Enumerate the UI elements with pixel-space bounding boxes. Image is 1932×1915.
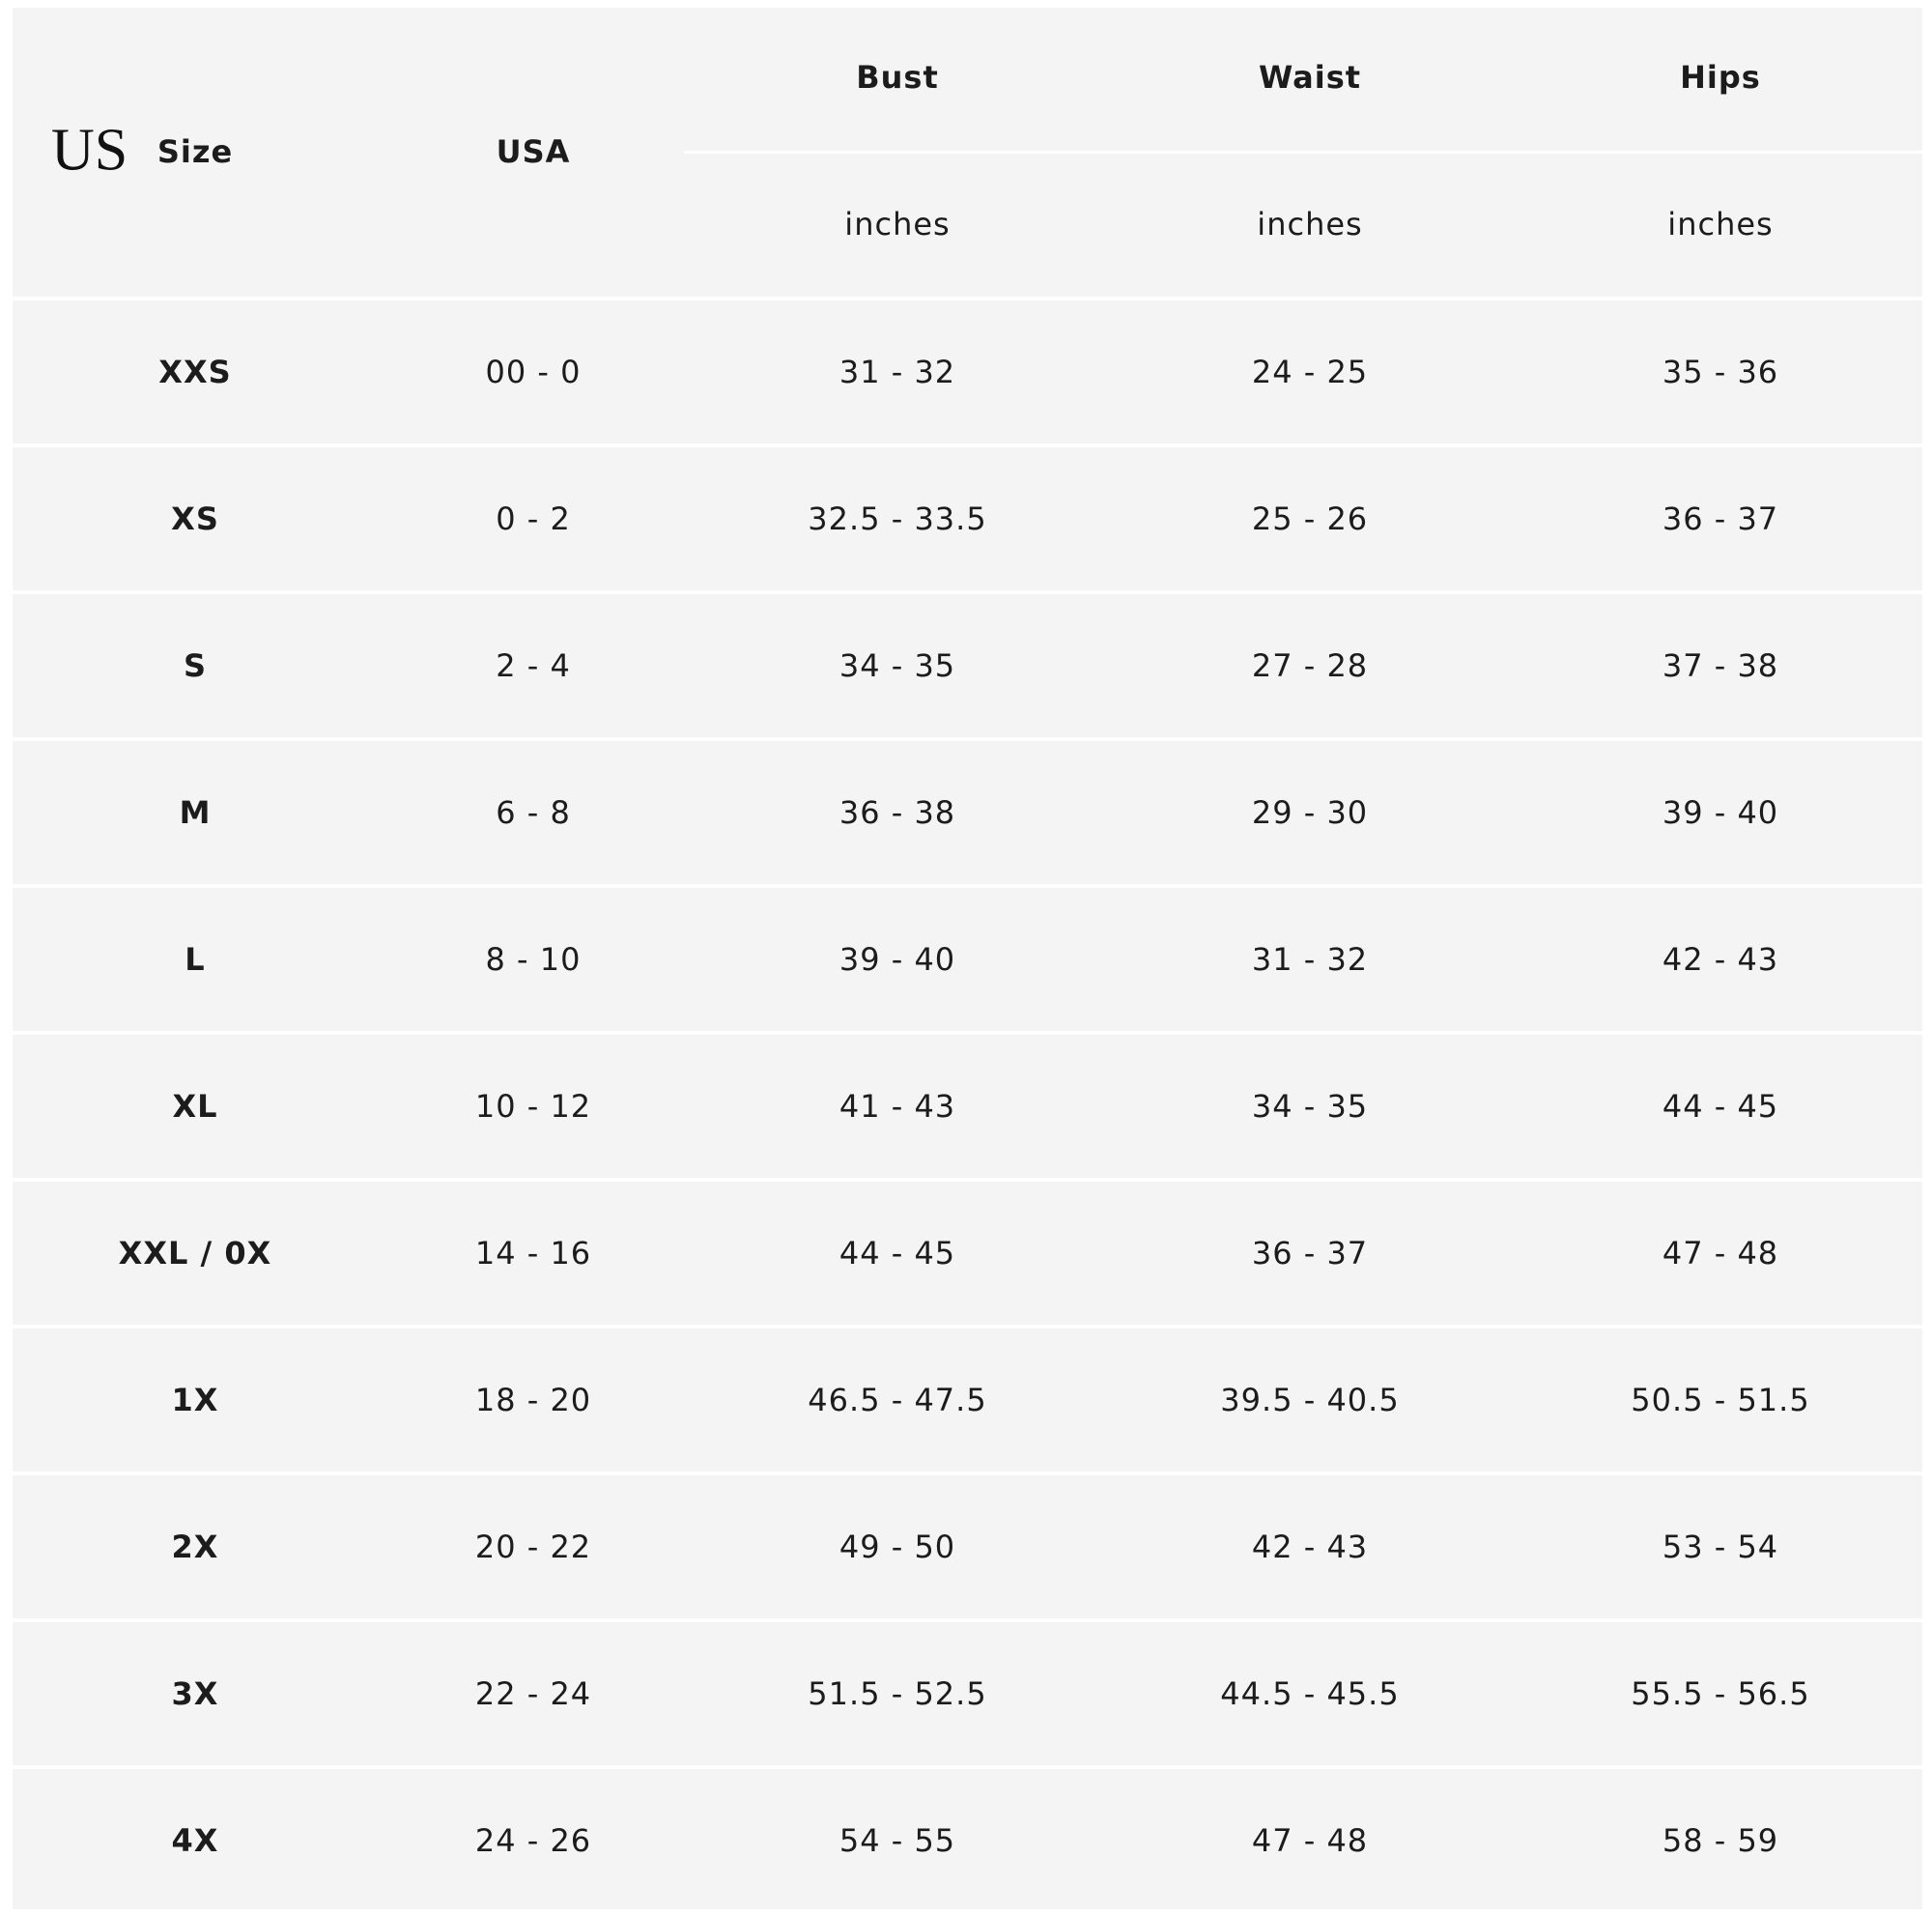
cell-size: M	[179, 794, 212, 831]
header-hips: Hips	[1680, 59, 1761, 96]
cell-waist: 24 - 25	[1251, 354, 1369, 390]
table-row: XXS 00 - 0 31 - 32 24 - 25 35 - 36	[13, 297, 1922, 443]
cell-bust: 36 - 38	[838, 794, 956, 831]
table-row: XL 10 - 12 41 - 43 34 - 35 44 - 45	[13, 1031, 1922, 1178]
table-row: 1X 18 - 20 46.5 - 47.5 39.5 - 40.5 50.5 - 51…	[13, 1325, 1922, 1472]
cell-usa: 2 - 4	[496, 647, 571, 684]
cell-hips: 53 - 54	[1662, 1529, 1779, 1565]
cell-usa: 00 - 0	[485, 354, 582, 390]
row-divider	[13, 1618, 1922, 1622]
cell-waist: 31 - 32	[1251, 941, 1369, 978]
header-waist: Waist	[1258, 59, 1362, 96]
cell-usa: 6 - 8	[496, 794, 571, 831]
cell-hips: 58 - 59	[1662, 1822, 1779, 1859]
table-row: L 8 - 10 39 - 40 31 - 32 42 - 43	[13, 884, 1922, 1031]
unit-hips: inches	[1667, 206, 1774, 243]
cell-waist: 39.5 - 40.5	[1220, 1382, 1400, 1418]
cell-bust: 41 - 43	[838, 1088, 956, 1125]
cell-waist: 27 - 28	[1251, 647, 1369, 684]
row-divider	[13, 1031, 1922, 1035]
cell-usa: 20 - 22	[474, 1529, 592, 1565]
cell-usa: 24 - 26	[474, 1822, 592, 1859]
header-bust: Bust	[856, 59, 939, 96]
row-divider	[13, 737, 1922, 741]
header-divider	[684, 151, 1922, 154]
cell-waist: 42 - 43	[1251, 1529, 1369, 1565]
cell-size: 2X	[171, 1529, 219, 1565]
table-row: XS 0 - 2 32.5 - 33.5 25 - 26 36 - 37	[13, 443, 1922, 590]
cell-usa: 18 - 20	[474, 1382, 592, 1418]
row-divider	[13, 1472, 1922, 1475]
row-divider	[13, 1325, 1922, 1329]
table-row: 2X 20 - 22 49 - 50 42 - 43 53 - 54	[13, 1472, 1922, 1618]
unit-waist: inches	[1257, 206, 1363, 243]
table-row: 3X 22 - 24 51.5 - 52.5 44.5 - 45.5 55.5 - 56…	[13, 1618, 1922, 1765]
cell-size: S	[183, 647, 208, 684]
row-divider	[13, 884, 1922, 888]
cell-hips: 37 - 38	[1662, 647, 1779, 684]
cell-size: L	[185, 941, 206, 978]
header-size: Size	[156, 133, 234, 170]
cell-size: XL	[172, 1088, 218, 1125]
cell-hips: 55.5 - 56.5	[1631, 1675, 1810, 1712]
cell-usa: 10 - 12	[474, 1088, 592, 1125]
size-chart-table: US Size USA Bust Waist Hips inches inche…	[13, 8, 1922, 1909]
row-divider	[13, 297, 1922, 300]
cell-bust: 51.5 - 52.5	[808, 1675, 987, 1712]
cell-usa: 22 - 24	[474, 1675, 592, 1712]
cell-waist: 25 - 26	[1251, 500, 1369, 537]
cell-usa: 8 - 10	[485, 941, 582, 978]
cell-waist: 36 - 37	[1251, 1235, 1369, 1272]
cell-size: 3X	[171, 1675, 219, 1712]
cell-waist: 47 - 48	[1251, 1822, 1369, 1859]
cell-bust: 44 - 45	[838, 1235, 956, 1272]
unit-bust: inches	[844, 206, 951, 243]
cell-hips: 39 - 40	[1662, 794, 1779, 831]
cell-size: XXS	[158, 354, 232, 390]
table-row: S 2 - 4 34 - 35 27 - 28 37 - 38	[13, 590, 1922, 737]
cell-waist: 34 - 35	[1251, 1088, 1369, 1125]
cell-hips: 47 - 48	[1662, 1235, 1779, 1272]
cell-bust: 39 - 40	[838, 941, 956, 978]
cell-hips: 35 - 36	[1662, 354, 1779, 390]
cell-bust: 34 - 35	[838, 647, 956, 684]
cell-bust: 46.5 - 47.5	[808, 1382, 987, 1418]
table-row: M 6 - 8 36 - 38 29 - 30 39 - 40	[13, 737, 1922, 884]
cell-waist: 29 - 30	[1251, 794, 1369, 831]
header-usa: USA	[496, 133, 571, 170]
cell-bust: 31 - 32	[838, 354, 956, 390]
cell-usa: 0 - 2	[496, 500, 571, 537]
row-divider	[13, 1178, 1922, 1182]
table-row: XXL / 0X 14 - 16 44 - 45 36 - 37 47 - 48	[13, 1178, 1922, 1325]
cell-bust: 32.5 - 33.5	[808, 500, 987, 537]
cell-size: 4X	[171, 1822, 219, 1859]
table-header: US Size USA Bust Waist Hips inches inche…	[13, 8, 1922, 297]
cell-hips: 50.5 - 51.5	[1631, 1382, 1810, 1418]
row-divider	[13, 443, 1922, 447]
cell-hips: 42 - 43	[1662, 941, 1779, 978]
cell-hips: 36 - 37	[1662, 500, 1779, 537]
row-divider	[13, 590, 1922, 594]
cell-usa: 14 - 16	[474, 1235, 592, 1272]
cell-bust: 49 - 50	[838, 1529, 956, 1565]
row-divider	[13, 1765, 1922, 1769]
cell-bust: 54 - 55	[838, 1822, 956, 1859]
cell-size: XXL / 0X	[118, 1235, 272, 1272]
cell-waist: 44.5 - 45.5	[1220, 1675, 1400, 1712]
table-row: 4X 24 - 26 54 - 55 47 - 48 58 - 59	[13, 1765, 1922, 1912]
region-label: US	[51, 117, 128, 184]
cell-hips: 44 - 45	[1662, 1088, 1779, 1125]
cell-size: 1X	[171, 1382, 219, 1418]
cell-size: XS	[171, 500, 219, 537]
